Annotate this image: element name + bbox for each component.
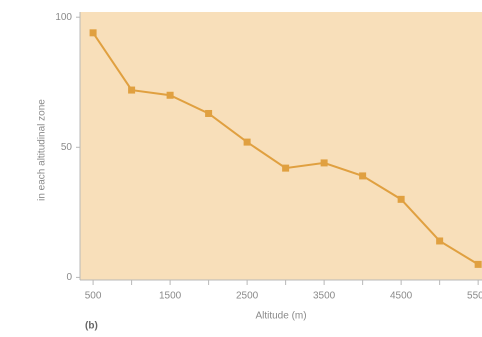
x-tick-label: 500: [85, 291, 102, 302]
y-tick-label: 50: [61, 142, 73, 153]
y-tick-label: 0: [66, 272, 72, 283]
x-axis-label: Altitude (m): [255, 311, 306, 322]
x-tick-label: 4500: [390, 291, 413, 302]
data-point: [320, 159, 328, 167]
x-tick-label: 2500: [236, 291, 259, 302]
plot-area: [80, 12, 482, 280]
data-point: [474, 260, 482, 268]
y-tick-label: 100: [55, 12, 72, 23]
data-point: [166, 91, 174, 99]
data-point: [205, 109, 213, 117]
y-axis-label: in each altitudinal zone: [37, 99, 48, 201]
data-point: [128, 86, 136, 94]
data-point: [436, 237, 444, 245]
data-point: [359, 172, 367, 180]
data-point: [89, 29, 97, 37]
data-point: [397, 195, 405, 203]
panel-label: (b): [85, 321, 98, 332]
data-point: [282, 164, 290, 172]
x-tick-label: 1500: [159, 291, 182, 302]
x-tick-label: 5500: [467, 291, 482, 302]
x-tick-label: 3500: [313, 291, 336, 302]
data-point: [243, 138, 251, 146]
